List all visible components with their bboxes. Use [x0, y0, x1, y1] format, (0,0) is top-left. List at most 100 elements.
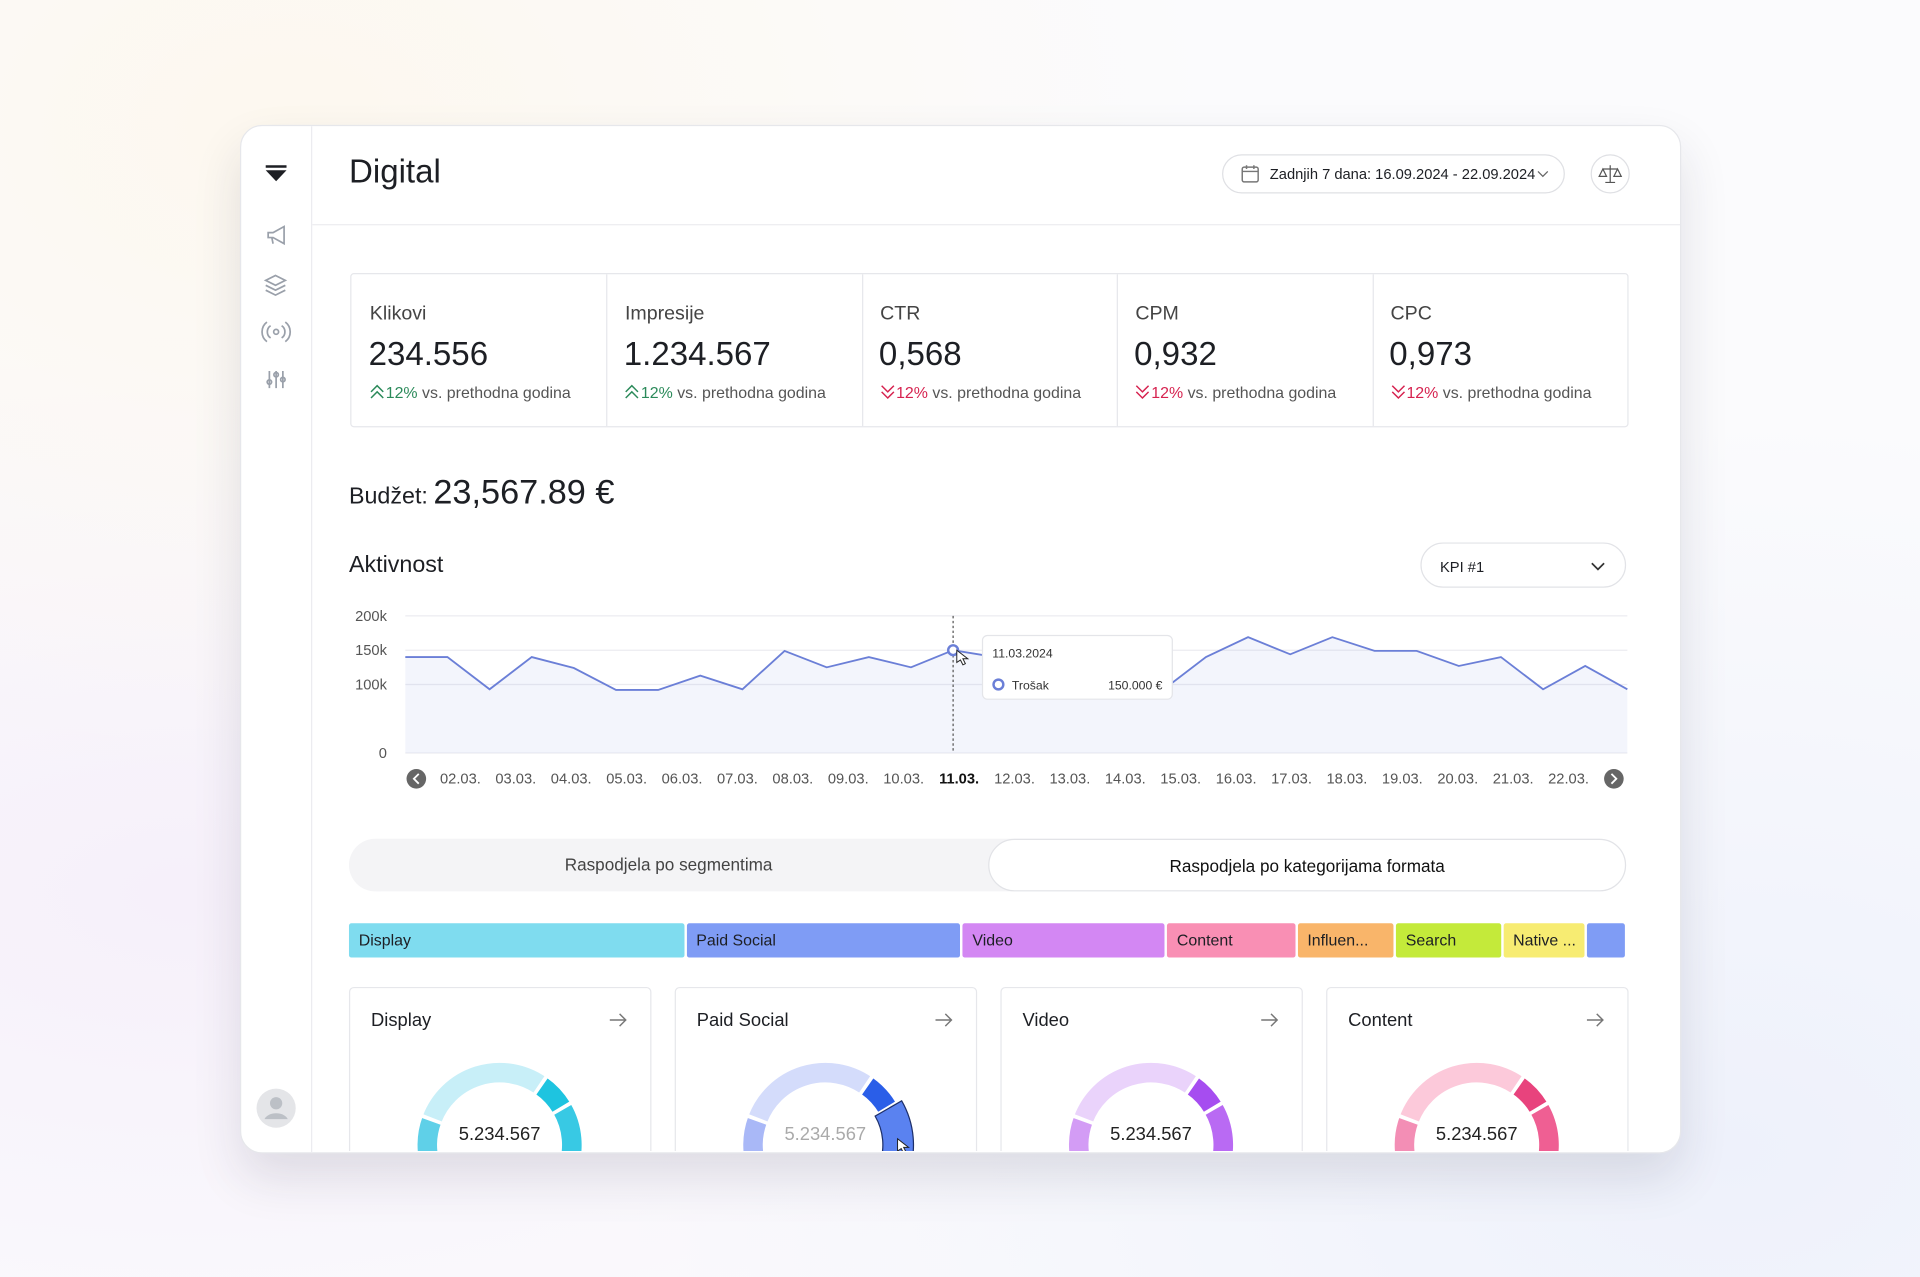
arrow-glyph: [1610, 773, 1618, 785]
donut-segment: [874, 1099, 915, 1152]
x-tick-label: 06.03.: [662, 772, 703, 788]
distribution-segment: [1586, 923, 1625, 958]
header: Digital Zadnjih 7 dana: 16.09.2024 - 22.…: [312, 126, 1681, 226]
card-arrow[interactable]: [1586, 1013, 1606, 1028]
arrow-glyph: [412, 773, 420, 785]
x-tick-label: 18.03.: [1327, 772, 1368, 788]
arrow-glyph: [609, 1013, 627, 1027]
kpi-label: CPM: [1135, 303, 1179, 325]
x-tick-label: 20.03.: [1437, 772, 1478, 788]
donut: 5.234.567: [415, 1060, 585, 1152]
trend-arrow: [880, 385, 895, 399]
donut-segment: [533, 1074, 573, 1116]
segment-card: Video 5.234.567: [1000, 986, 1303, 1152]
logo[interactable]: [265, 165, 287, 182]
kpi-note: vs. prethodna godina: [1442, 383, 1592, 402]
scroll-arrow[interactable]: [406, 768, 427, 789]
trend-icon: [1391, 385, 1405, 399]
donut-segment: [1397, 1060, 1525, 1125]
tab[interactable]: Raspodjela po kategorijama formata: [988, 838, 1627, 892]
card-arrow[interactable]: [934, 1013, 954, 1028]
distribution-segment: Search: [1395, 923, 1501, 958]
donut-segment: [1184, 1074, 1225, 1116]
donut-segment: [420, 1060, 548, 1125]
kpi-change-value: 12%: [385, 383, 418, 402]
kpi-change: 12% vs. prethodna godina: [1134, 383, 1337, 402]
donut-segment: [740, 1114, 770, 1152]
kpi-note: vs. prethodna godina: [422, 383, 571, 402]
donut: 5.234.567: [740, 1060, 915, 1152]
kpi-value: 0,568: [878, 335, 962, 373]
kpi-select[interactable]: KPI #1: [1420, 542, 1627, 588]
kpi-label: CPC: [1390, 303, 1432, 325]
date-range: Zadnjih 7 dana: 16.09.2024 - 22.09.2024: [1269, 165, 1536, 183]
campaign-icon[interactable]: [267, 225, 285, 246]
x-tick-label: 02.03.: [440, 772, 481, 788]
x-tick-label: 17.03.: [1271, 772, 1312, 788]
trend-icon: [370, 384, 384, 399]
scroll-arrow[interactable]: [1604, 768, 1624, 789]
cards: Display 5.234.567 Paid Social 5.234.567 Vide…: [348, 986, 1629, 1152]
distribution-segment: Content: [1167, 923, 1296, 958]
trend-arrow: [1136, 385, 1150, 399]
distribution-segment: Paid Social: [686, 923, 961, 958]
trend-icon: [625, 384, 639, 399]
y-tick-label: 150k: [355, 643, 388, 659]
trend-icon: [1136, 385, 1150, 399]
kpi-tile: CTR 0,568 12% vs. prethodna godina: [862, 274, 1119, 427]
kpi-tile: Impresije 1.234.567 12% vs. prethodna godi…: [607, 274, 863, 427]
kpi-value: 1.234.567: [623, 335, 771, 373]
page-title: Digital: [348, 153, 441, 190]
segment-card: Paid Social 5.234.567: [674, 986, 978, 1152]
donut-segment: [1071, 1060, 1200, 1125]
arrow-glyph: [1586, 1013, 1604, 1027]
app-window: Digital Zadnjih 7 dana: 16.09.2024 - 22.…: [240, 124, 1682, 1154]
donut-value: 5.234.567: [1436, 1123, 1518, 1144]
tab-bar: Raspodjela po segmentima Raspodjela po ka…: [348, 838, 1627, 892]
donut-segment: [1528, 1101, 1562, 1152]
distribution-bar: Display Paid Social Video Content Influen...…: [348, 923, 1627, 958]
kpi-note: vs. prethodna godina: [1187, 383, 1337, 402]
cursor: [956, 649, 970, 666]
card-arrow[interactable]: [1260, 1013, 1280, 1028]
x-tick-label: 11.03.: [939, 772, 979, 788]
x-tick-label: 04.03.: [551, 772, 592, 788]
kpi-value: 0,973: [1389, 335, 1473, 373]
date-picker[interactable]: Zadnjih 7 dana: 16.09.2024 - 22.09.2024: [1222, 154, 1565, 194]
y-tick-label: 200k: [355, 609, 388, 625]
card-title: Display: [371, 1010, 432, 1032]
donut-segment: [745, 1060, 874, 1125]
arrow-bg: [1604, 768, 1624, 789]
sidebar: [241, 126, 313, 1153]
donut-segment: [1202, 1101, 1236, 1152]
sidebar-icons: [256, 165, 296, 1128]
donut-value: 5.234.567: [459, 1123, 541, 1144]
settings-icon[interactable]: [266, 371, 286, 389]
donut-value: 5.234.567: [784, 1123, 866, 1144]
tooltip-series: Trošak: [1012, 678, 1050, 692]
kpi-change: 12% vs. prethodna godina: [369, 383, 571, 402]
donut-segment: [1510, 1074, 1550, 1116]
card-arrow[interactable]: [609, 1013, 629, 1028]
donut-segment: [415, 1114, 444, 1152]
kpi-change-value: 12%: [1151, 383, 1184, 402]
donut: 5.234.567: [1066, 1060, 1236, 1152]
y-tick-label: 0: [379, 746, 387, 762]
kpi-label: Klikovi: [369, 303, 427, 325]
x-tick-label: 19.03.: [1382, 772, 1423, 788]
tooltip: [981, 634, 1173, 700]
x-tick-label: 03.03.: [495, 772, 536, 788]
compare-button[interactable]: [1590, 154, 1630, 194]
broadcast-icon[interactable]: [261, 321, 292, 343]
arrow-bg: [406, 768, 427, 789]
distribution-segment: Native ...: [1503, 923, 1584, 958]
kpi-label: Impresije: [624, 303, 705, 325]
layers-icon[interactable]: [263, 274, 288, 297]
distribution-segment: Influen...: [1297, 923, 1394, 958]
tab[interactable]: Raspodjela po segmentima: [564, 854, 773, 875]
avatar[interactable]: [256, 1088, 296, 1128]
donut-segment: [1066, 1114, 1096, 1152]
calendar-icon: [1241, 165, 1259, 183]
